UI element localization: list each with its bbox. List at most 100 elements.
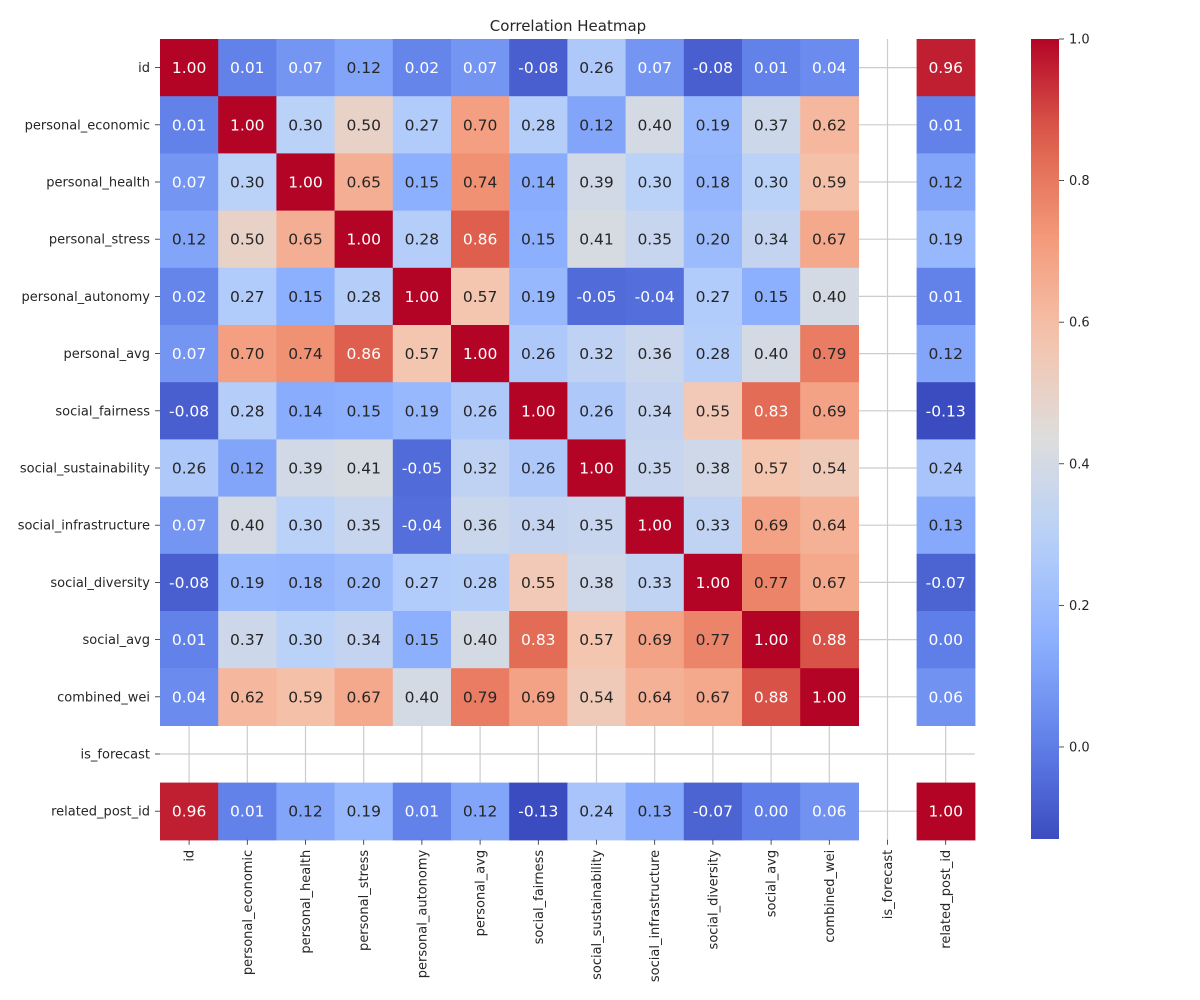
row-label: social_sustainability xyxy=(20,462,150,477)
column-label: personal_stress xyxy=(357,850,372,951)
cell-value-label: 0.39 xyxy=(288,460,323,478)
cell-value-label: 0.01 xyxy=(172,631,207,649)
heatmap-cell xyxy=(916,668,976,726)
heatmap-cell xyxy=(392,153,452,212)
colorbar-tick-label: 0.8 xyxy=(1069,174,1090,189)
cell-value-label: 0.40 xyxy=(463,631,498,649)
heatmap-cell xyxy=(451,439,510,498)
cell-value-label: -0.07 xyxy=(693,803,733,821)
heatmap-cell xyxy=(916,611,976,669)
cell-value-label: 0.70 xyxy=(463,116,498,134)
heatmap-cell xyxy=(625,382,685,440)
heatmap-cell xyxy=(276,496,336,555)
heatmap-cell xyxy=(742,39,801,97)
heatmap-cell xyxy=(625,439,685,498)
cell-value-label: 0.30 xyxy=(288,517,323,535)
cell-value-label: 0.88 xyxy=(812,631,847,649)
cell-value-label: 0.14 xyxy=(288,402,323,420)
cell-value-label: 0.64 xyxy=(812,517,847,535)
cell-value-label: 0.00 xyxy=(754,803,789,821)
heatmap-cell xyxy=(683,496,743,555)
heatmap-cell xyxy=(509,153,568,212)
colorbar-tick-label: 1.0 xyxy=(1069,33,1090,48)
heatmap-cell xyxy=(567,210,627,269)
heatmap-cell xyxy=(334,39,394,97)
cell-value-label: 0.28 xyxy=(463,574,498,592)
heatmap-cell xyxy=(451,39,510,97)
heatmap-cell xyxy=(509,782,568,841)
cell-value-label: 0.07 xyxy=(172,345,207,363)
cell-value-label: 0.54 xyxy=(812,460,847,478)
cell-value-label: 0.57 xyxy=(754,460,789,478)
heatmap-cell xyxy=(334,210,394,269)
heatmap-cell xyxy=(451,325,510,383)
heatmap-cell xyxy=(451,382,510,440)
cell-value-label: 0.86 xyxy=(463,231,498,249)
heatmap-cell xyxy=(567,96,627,154)
cell-value-label: 0.07 xyxy=(637,59,672,77)
cell-value-label: 0.39 xyxy=(579,174,614,192)
cell-value-label: 0.41 xyxy=(579,231,614,249)
cell-value-label: 0.35 xyxy=(346,517,381,535)
cell-value-label: 0.36 xyxy=(637,345,672,363)
heatmap-cell xyxy=(392,668,452,726)
cell-value-label: 0.15 xyxy=(405,631,440,649)
heatmap-cell xyxy=(509,39,568,97)
heatmap-cell xyxy=(392,325,452,383)
cell-value-label: 1.00 xyxy=(637,517,672,535)
heatmap-cell xyxy=(742,668,801,726)
cell-value-label: -0.04 xyxy=(635,288,675,306)
cell-value-label: 0.15 xyxy=(346,402,381,420)
cell-value-label: 0.86 xyxy=(346,345,381,363)
heatmap-cell xyxy=(509,611,568,669)
heatmap-cell xyxy=(218,96,277,154)
cell-value-label: 1.00 xyxy=(288,174,323,192)
cell-value-label: 0.79 xyxy=(812,345,847,363)
cell-value-label: 0.69 xyxy=(812,402,847,420)
heatmap-cell xyxy=(334,439,394,498)
heatmap-cell xyxy=(742,267,801,326)
cell-value-label: 0.26 xyxy=(579,402,614,420)
heatmap-cell xyxy=(276,39,336,97)
cell-value-label: 0.74 xyxy=(288,345,323,363)
cell-value-label: 0.35 xyxy=(637,231,672,249)
column-label: combined_wei xyxy=(823,850,838,943)
cell-value-label: 1.00 xyxy=(928,803,963,821)
row-label: social_avg xyxy=(83,633,150,648)
heatmap-cell xyxy=(218,153,277,212)
heatmap-cell xyxy=(509,553,568,612)
cell-value-label: 0.57 xyxy=(463,288,498,306)
heatmap-cell xyxy=(683,96,743,154)
row-label: personal_avg xyxy=(63,347,150,362)
cell-value-label: 0.40 xyxy=(812,288,847,306)
heatmap-cell xyxy=(160,496,219,555)
cell-value-label: 0.33 xyxy=(637,574,672,592)
chart-title: Correlation Heatmap xyxy=(490,17,646,35)
cell-value-label: 0.24 xyxy=(928,460,963,478)
heatmap-cell xyxy=(567,553,627,612)
heatmap-cell xyxy=(218,325,277,383)
heatmap-cell xyxy=(567,39,627,97)
heatmap-cell xyxy=(742,96,801,154)
cell-value-label: 0.15 xyxy=(288,288,323,306)
cell-value-label: 0.19 xyxy=(928,231,963,249)
heatmap-cell xyxy=(160,267,219,326)
row-label: personal_autonomy xyxy=(22,290,151,305)
heatmap-cell xyxy=(451,96,510,154)
cell-value-label: 0.06 xyxy=(812,803,847,821)
heatmap-cell xyxy=(276,153,336,212)
cell-value-label: 0.19 xyxy=(521,288,556,306)
cell-value-label: 0.15 xyxy=(405,174,440,192)
heatmap-cell xyxy=(567,153,627,212)
heatmap-cell xyxy=(451,668,510,726)
cell-value-label: 0.13 xyxy=(928,517,963,535)
heatmap-cell xyxy=(218,439,277,498)
cell-value-label: 1.00 xyxy=(463,345,498,363)
cell-value-label: -0.08 xyxy=(169,402,209,420)
heatmap-cell xyxy=(509,96,568,154)
cell-value-label: 0.12 xyxy=(928,174,963,192)
cell-value-label: 1.00 xyxy=(521,402,556,420)
heatmap-cell xyxy=(742,153,801,212)
cell-value-label: 0.30 xyxy=(754,174,789,192)
heatmap-cell xyxy=(742,782,801,841)
